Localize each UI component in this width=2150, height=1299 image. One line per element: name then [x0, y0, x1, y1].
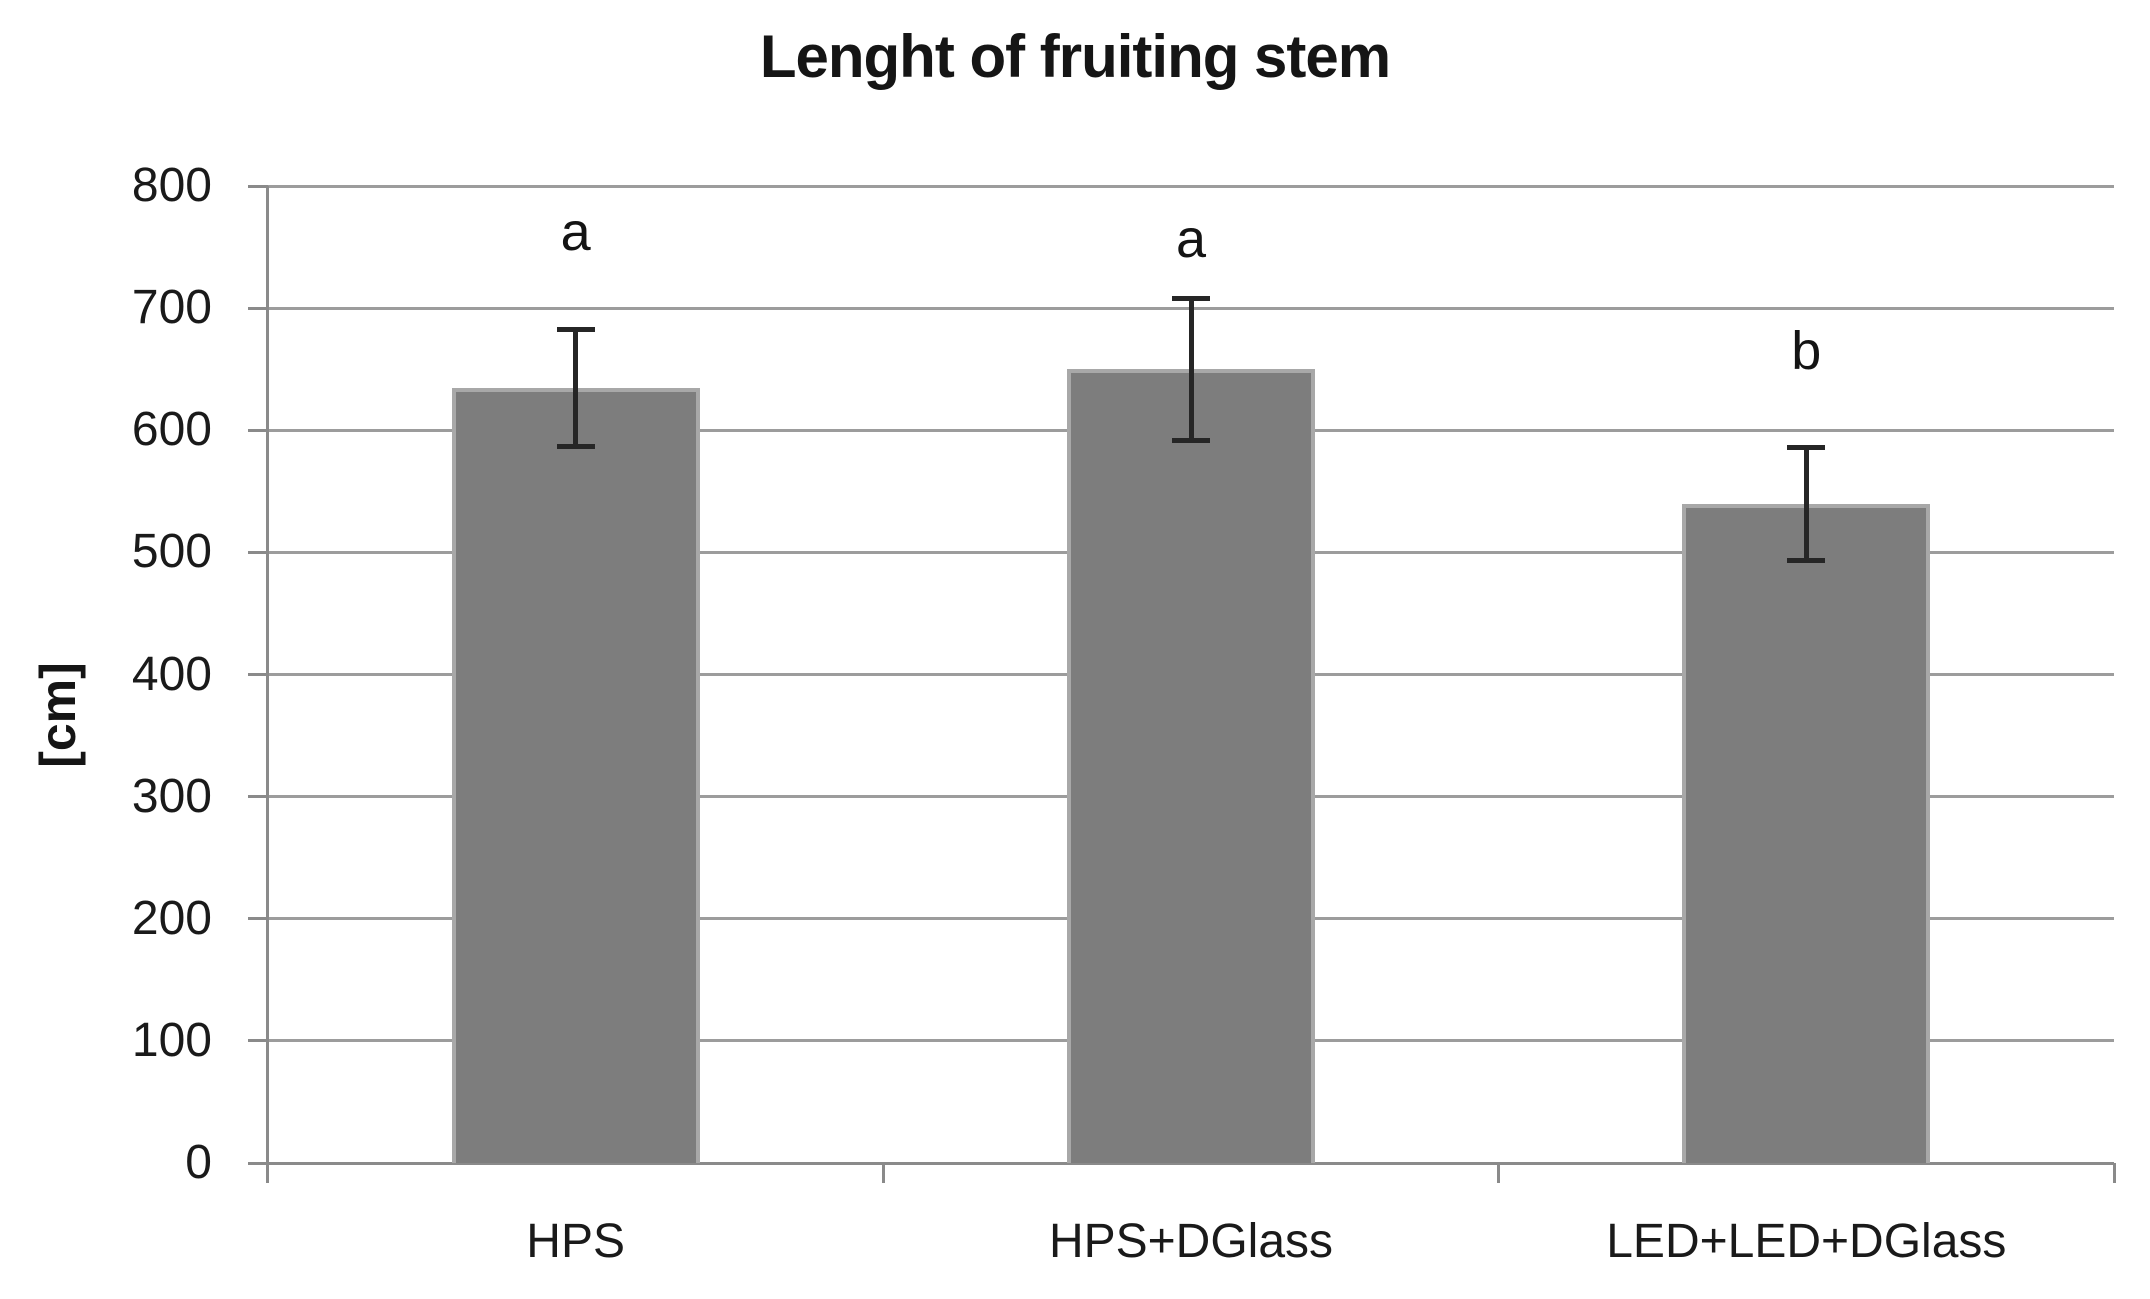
- error-bar-line: [1188, 298, 1194, 440]
- x-category-label: HPS+DGlass: [1048, 1215, 1334, 1268]
- bar-hps-dglass: [1067, 369, 1315, 1163]
- y-axis-tick: [248, 795, 268, 799]
- y-axis-tick: [248, 917, 268, 921]
- x-axis-tick: [2112, 1163, 2116, 1183]
- error-bar-bottom-cap: [556, 444, 595, 450]
- y-axis-tick: [248, 306, 268, 310]
- x-axis-tick: [1497, 1163, 1501, 1183]
- y-tick-label: 700: [131, 281, 212, 335]
- significance-letter: a: [560, 202, 591, 263]
- y-axis-line: [266, 186, 269, 1183]
- y-axis-tick: [248, 550, 268, 554]
- y-tick-label: 400: [131, 647, 212, 701]
- x-category-label: LED+LED+DGlass: [1606, 1215, 2007, 1268]
- y-tick-label: 500: [131, 525, 212, 579]
- chart-title: Lenght of fruiting stem: [759, 23, 1391, 90]
- y-axis-tick: [248, 1039, 268, 1043]
- error-bar-line: [1803, 447, 1809, 560]
- error-bar-bottom-cap: [1172, 438, 1210, 444]
- error-bar-top-cap: [1787, 445, 1826, 451]
- gridline: [268, 184, 2114, 188]
- y-tick-label: 100: [131, 1013, 212, 1067]
- y-axis-tick: [248, 1161, 268, 1165]
- error-bar-bottom-cap: [1787, 557, 1826, 563]
- significance-letter: a: [1175, 208, 1207, 269]
- y-axis-tick: [248, 184, 268, 188]
- x-category-label: HPS: [526, 1215, 625, 1268]
- error-bar-line: [573, 328, 579, 447]
- error-bar-top-cap: [556, 326, 595, 332]
- significance-letter: b: [1791, 320, 1822, 381]
- x-axis-tick: [881, 1163, 885, 1183]
- error-bar-top-cap: [1172, 296, 1210, 302]
- y-tick-label: 0: [185, 1136, 212, 1189]
- y-axis-tick: [248, 428, 268, 432]
- y-tick-label: 200: [131, 891, 212, 945]
- bar-hps: [451, 387, 700, 1163]
- y-tick-label: 300: [131, 769, 212, 823]
- bar-led-led-dglass: [1682, 503, 1931, 1163]
- x-axis-line: [268, 1161, 2114, 1165]
- y-axis-tick: [248, 673, 268, 676]
- y-tick-label: 800: [131, 159, 212, 212]
- y-tick-label: 600: [131, 403, 212, 457]
